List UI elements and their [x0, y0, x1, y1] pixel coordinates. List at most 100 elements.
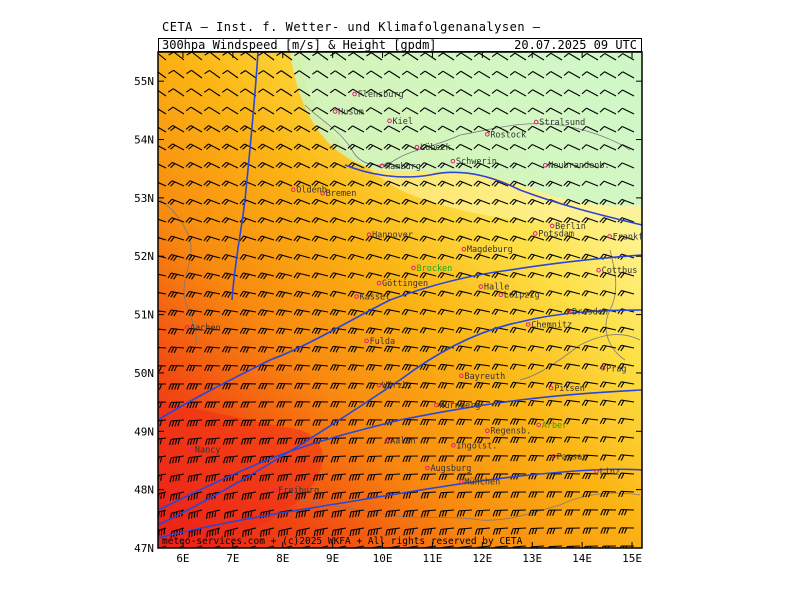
wind-barb [239, 327, 257, 335]
wind-barb [168, 69, 185, 79]
wind-barb [158, 527, 167, 537]
city-label: Chemnitz [531, 321, 572, 331]
city-marker [414, 144, 420, 150]
wind-barb [331, 491, 347, 500]
wind-barb [311, 290, 329, 298]
wind-barb [401, 363, 419, 371]
wind-barb [294, 401, 311, 408]
wind-barb [473, 381, 491, 389]
wind-barb [456, 491, 473, 499]
wind-barbs [158, 52, 635, 548]
wind-barb [222, 383, 239, 390]
wind-barb [186, 419, 203, 427]
wind-barb [491, 290, 509, 297]
wind-barb [474, 473, 491, 480]
wind-barb [366, 473, 383, 481]
wind-barb [258, 364, 275, 372]
wind-barb [205, 509, 221, 519]
wind-barb [311, 272, 329, 279]
city-marker [485, 428, 490, 434]
wind-barb [349, 527, 365, 537]
city-label: Freiburg [278, 486, 319, 496]
wind-barb [599, 271, 617, 279]
wind-barb [275, 198, 293, 206]
wind-barb [294, 52, 311, 61]
wind-barb [167, 309, 185, 317]
wind-barb [509, 345, 527, 352]
wind-barb [509, 198, 527, 206]
wind-barb [222, 364, 239, 372]
wind-barb [384, 400, 401, 408]
wind-barb [437, 143, 455, 151]
wind-barb [329, 125, 347, 133]
wind-barb [203, 180, 221, 187]
wind-barb [545, 399, 563, 407]
wind-barb [617, 417, 635, 425]
wind-barb [275, 327, 293, 335]
lon-tick-label: 8E [276, 552, 289, 565]
wind-barb [239, 290, 257, 298]
wind-barb [383, 308, 401, 316]
wind-barb [347, 253, 365, 261]
wind-barb [401, 107, 419, 115]
wind-barb [581, 144, 599, 151]
wind-barb [185, 346, 203, 354]
wind-barb [366, 400, 383, 408]
wind-barb [563, 217, 581, 224]
wind-barb [203, 290, 221, 298]
wind-barb [491, 345, 509, 352]
wind-barb [257, 88, 275, 97]
city-marker [272, 487, 278, 493]
wind-barb [509, 308, 527, 316]
wind-barb [294, 70, 311, 79]
wind-barb [347, 345, 365, 353]
wind-barb [437, 400, 455, 408]
wind-barb [617, 235, 635, 242]
wind-barb [527, 70, 545, 79]
wind-barb [563, 436, 581, 443]
wind-barb [419, 382, 437, 389]
wind-barb [563, 144, 581, 151]
wind-barb [294, 382, 311, 390]
wind-barb [221, 290, 239, 298]
wind-barb [240, 383, 257, 390]
wind-barb [492, 509, 509, 517]
wind-barb [617, 344, 635, 352]
wind-barb [455, 162, 473, 169]
wind-barb [509, 381, 527, 389]
wind-barb [275, 180, 293, 187]
wind-barb [311, 345, 329, 353]
wind-barb [527, 89, 545, 97]
wind-barb [545, 107, 563, 115]
height-contour [158, 309, 642, 526]
wind-barb [258, 382, 275, 390]
wind-barb [383, 125, 401, 133]
wind-barb [563, 52, 581, 61]
wind-barb [473, 345, 491, 352]
wind-barb [420, 491, 437, 499]
wind-barb [420, 418, 437, 426]
wind-barb [599, 417, 617, 425]
wind-barb [257, 106, 275, 115]
wind-barb [455, 235, 473, 242]
wind-barb [167, 106, 185, 115]
wind-barb [185, 180, 203, 187]
wind-barb [509, 418, 527, 426]
wind-barb [545, 235, 563, 242]
city-label: Husum [338, 108, 364, 118]
wind-barb [420, 509, 437, 518]
wind-barb [223, 509, 239, 519]
wind-barb [581, 198, 599, 206]
wind-barb [347, 70, 365, 79]
wind-barb [420, 455, 437, 462]
wind-barb [186, 364, 203, 372]
wind-barb [581, 217, 599, 224]
lat-tick-label: 49N [134, 425, 154, 438]
wind-barb [600, 509, 617, 516]
wind-barb [510, 509, 527, 517]
city-label: Passau [557, 452, 588, 462]
wind-barb [563, 363, 581, 370]
wind-barb [492, 527, 509, 535]
wind-barb [473, 308, 491, 316]
wind-barb [257, 272, 275, 280]
